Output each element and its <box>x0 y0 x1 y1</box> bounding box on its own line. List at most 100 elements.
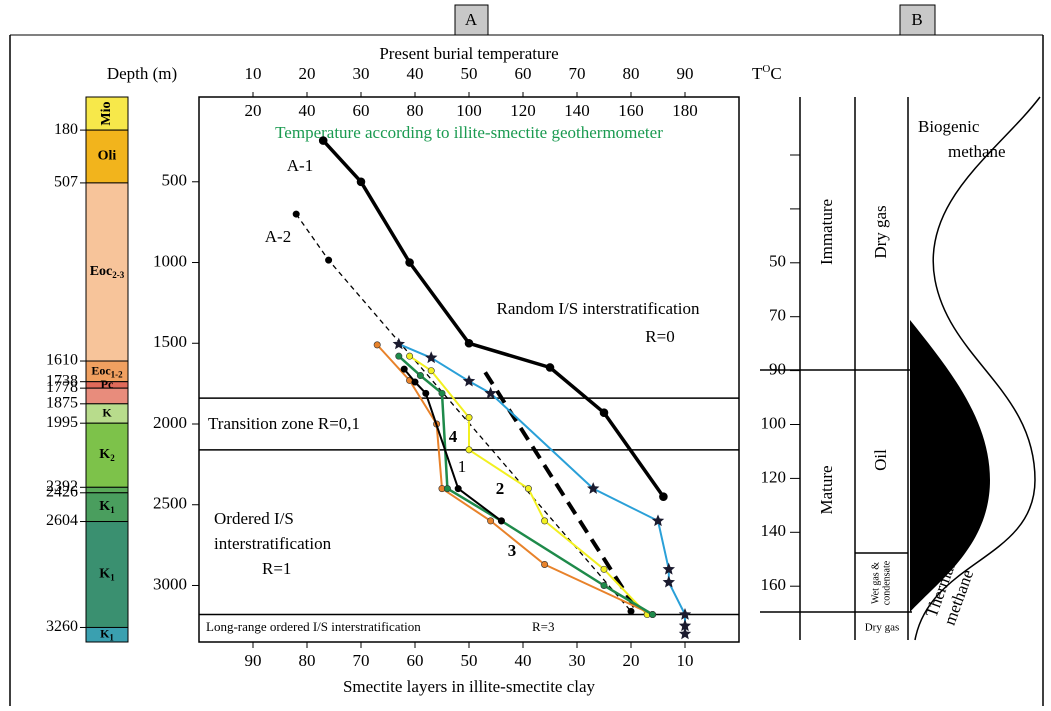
unit-name: Mio <box>99 101 114 125</box>
point <box>318 136 328 145</box>
point <box>678 627 692 640</box>
point <box>497 517 505 525</box>
series-label: 4 <box>449 427 458 446</box>
point <box>465 446 473 454</box>
x-axis-title: Smectite layers in illite-smectite clay <box>343 677 596 696</box>
y-axis-title: Depth (m) <box>107 64 177 83</box>
geo-tick-label: 20 <box>245 101 262 120</box>
annotation: Random I/S interstratification <box>496 299 700 318</box>
panel-label: B <box>911 10 922 29</box>
point <box>659 492 668 501</box>
boundary-label: 1610 <box>46 352 78 369</box>
series-label: 1 <box>458 457 467 476</box>
panel-label: A <box>465 10 478 29</box>
geo-tick-label: 120 <box>510 101 536 120</box>
unit-name: K <box>102 405 112 419</box>
point <box>454 485 462 493</box>
b-tick-label: 90 <box>769 360 786 379</box>
point <box>662 575 675 588</box>
point <box>292 210 300 218</box>
methane-curve <box>914 96 1041 641</box>
point <box>411 378 419 386</box>
point <box>678 608 692 620</box>
strat-unit <box>85 492 129 523</box>
unit-sub: 1-2 <box>111 369 123 379</box>
x-tick-label: 20 <box>623 651 640 670</box>
geo-tick-label: 60 <box>353 101 370 120</box>
point <box>487 517 495 525</box>
product-label: Oil <box>871 449 890 471</box>
series-line <box>483 371 639 611</box>
unit-label: K <box>102 405 112 419</box>
point <box>678 619 692 632</box>
x-tick-label: 50 <box>461 651 478 670</box>
unit-label: Oli <box>98 149 117 164</box>
unit-label: K2 <box>99 447 115 463</box>
top-tick-label: 80 <box>623 64 640 83</box>
point <box>464 338 474 348</box>
point <box>405 258 414 267</box>
point <box>395 352 403 360</box>
point <box>649 611 657 619</box>
unit-part: O <box>762 63 770 75</box>
y-tick-label: 3000 <box>153 574 187 593</box>
strat-unit <box>85 486 129 494</box>
top-tick-label: 30 <box>353 64 370 83</box>
y-tick-label: 1000 <box>153 251 187 270</box>
annotation: Ordered I/S <box>214 509 294 528</box>
unit-name: K <box>99 499 110 514</box>
x-tick-label: 90 <box>245 651 262 670</box>
unit-label: K1 <box>99 567 115 583</box>
point <box>373 341 381 349</box>
boundary-label: 507 <box>54 174 78 191</box>
methane-label: methane <box>948 142 1006 161</box>
annotation: interstratification <box>214 534 332 553</box>
point <box>427 367 435 375</box>
x-tick-label: 30 <box>569 651 586 670</box>
y-tick-label: 2000 <box>153 413 187 432</box>
methane-label: Biogenic <box>918 117 980 136</box>
point <box>524 485 532 493</box>
b-tick-label: 70 <box>769 306 786 325</box>
y-tick-label: 2500 <box>153 494 187 513</box>
unit-sub: 2-3 <box>112 270 124 280</box>
series-line <box>397 355 654 616</box>
unit-name: Oli <box>98 149 117 164</box>
unit-sub: 1 <box>110 573 115 583</box>
point <box>662 562 675 575</box>
unit-part: C <box>770 64 781 83</box>
unit-name: Pc <box>101 377 114 391</box>
point <box>438 389 446 397</box>
annotation: R=3 <box>532 619 555 634</box>
geo-tick-label: 80 <box>407 101 424 120</box>
boundary-label: 1875 <box>46 394 78 411</box>
strat-unit <box>85 96 129 131</box>
product-label: condensate <box>881 560 892 605</box>
product-label: Dry gas <box>871 205 890 258</box>
unit-name: K <box>99 567 110 582</box>
geo-tick-label: 100 <box>456 101 482 120</box>
point <box>443 485 451 493</box>
series-label: A-2 <box>265 227 291 246</box>
point <box>392 337 405 350</box>
point <box>600 581 608 589</box>
x-tick-label: 60 <box>407 651 424 670</box>
b-tick-label: 50 <box>769 252 786 271</box>
boundary-label: 2604 <box>46 512 78 529</box>
x-tick-label: 40 <box>515 651 532 670</box>
top-tick-label: 60 <box>515 64 532 83</box>
b-tick-label: 100 <box>761 413 787 432</box>
point <box>600 565 608 573</box>
boundary-label: 2426 <box>46 483 78 500</box>
b-tick-label: 140 <box>761 521 787 540</box>
point <box>356 177 366 187</box>
oil-window <box>910 320 990 612</box>
y-tick-label: 1500 <box>153 332 187 351</box>
strat-unit <box>85 521 129 628</box>
panel-tab <box>899 4 936 36</box>
point <box>462 374 476 387</box>
point <box>651 514 665 527</box>
boundary-label: 3260 <box>46 618 78 635</box>
point <box>587 482 600 494</box>
